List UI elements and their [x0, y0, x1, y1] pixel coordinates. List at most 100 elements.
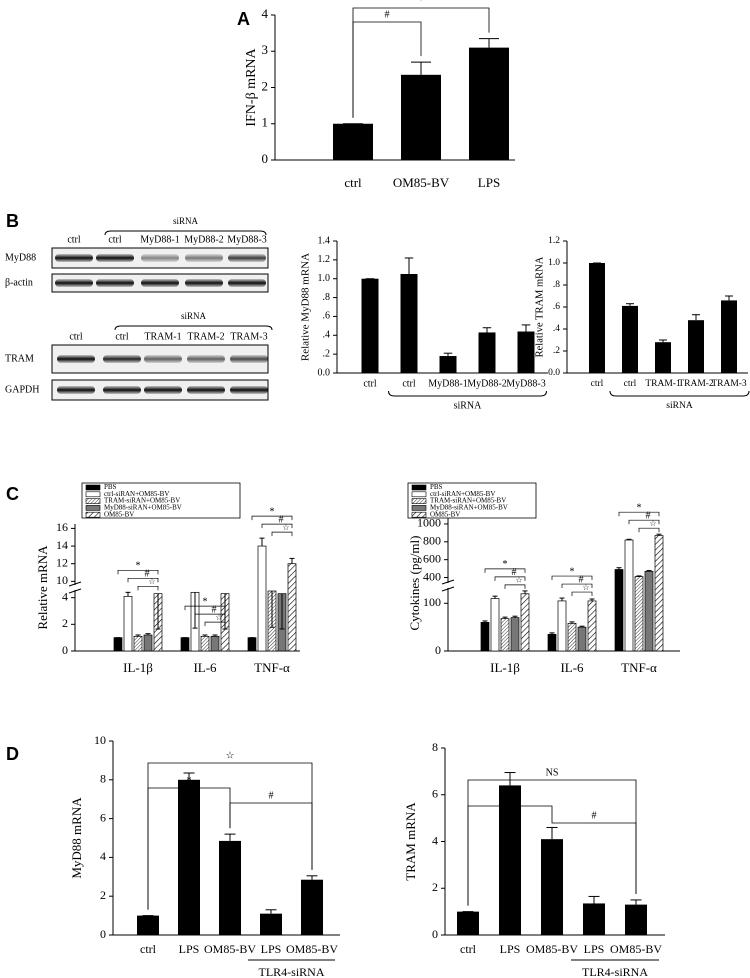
bar [333, 123, 373, 160]
panel-letter: A [237, 9, 250, 29]
blot-band [57, 355, 95, 363]
bar [634, 576, 644, 652]
significance-label: * [503, 559, 508, 570]
significance-bracket [551, 575, 593, 581]
lane-label: MyD88-3 [227, 234, 266, 245]
blot-band [55, 254, 93, 262]
bar [541, 839, 563, 935]
y-tick-label: 0.0 [318, 367, 331, 378]
blot-row-label: MyD88 [5, 252, 36, 263]
x-tick-label: TRAM-1 [645, 379, 681, 389]
y-axis-label: Relative TRAM mRNA [534, 256, 545, 357]
legend-label: TRAM-siRAN+OM85-BV [430, 497, 506, 505]
significance-label: NS [546, 767, 559, 778]
y-tick-label: 1.2 [318, 254, 331, 265]
bar [655, 342, 671, 373]
bar [587, 600, 597, 652]
x-tick-label: MyD88-2 [467, 378, 506, 389]
bar [219, 840, 241, 935]
y-tick-label: .6 [553, 302, 560, 312]
significance-bracket [618, 511, 660, 517]
lane-label: ctrl [115, 331, 129, 342]
significance-label: * [419, 0, 424, 6]
bar [257, 545, 267, 652]
blot-band [96, 254, 134, 262]
lane-label: ctrl [108, 234, 122, 245]
x-tick-label: ctrl [344, 175, 362, 190]
bar [557, 600, 567, 652]
bar [721, 300, 737, 373]
bar [123, 595, 133, 652]
y-tick-label: .4 [553, 324, 560, 334]
significance-label: # [592, 810, 597, 821]
y-tick-label: 10 [94, 733, 106, 747]
blot-band [144, 355, 182, 363]
y-tick-label: .2 [323, 348, 331, 359]
bar [143, 634, 153, 652]
panel-letter: C [6, 484, 19, 504]
legend-swatch [411, 505, 427, 511]
y-tick-label: 2 [100, 888, 106, 902]
significance-label: # [212, 604, 217, 615]
significance-bracket [251, 515, 293, 521]
legend-swatch [85, 511, 101, 518]
y-tick-label: .8 [323, 292, 331, 303]
y-tick-label: 0 [435, 643, 441, 657]
significance-label: ☆ [282, 523, 289, 532]
bar [577, 626, 587, 652]
y-tick-label: 10 [56, 573, 68, 587]
significance-label: ☆ [226, 750, 235, 761]
x-tick-label: IL-1β [490, 660, 520, 675]
bar [624, 539, 634, 652]
significance-bracket [194, 613, 226, 619]
legend-label: PBS [430, 483, 443, 491]
group-label: TLR4-siRNA [259, 965, 325, 978]
blot-band [144, 386, 182, 394]
bar [622, 305, 638, 373]
significance-label: # [145, 569, 150, 580]
y-tick-label: 1 [262, 115, 269, 130]
legend-label: PBS [104, 483, 117, 491]
y-tick-label: 16 [56, 520, 68, 534]
bar [490, 598, 500, 652]
y-tick-label: 1.4 [318, 235, 331, 246]
y-tick-label: 1.0 [318, 273, 331, 284]
y-tick-label: 2 [262, 78, 269, 93]
y-tick-label: 100 [423, 595, 441, 609]
y-tick-label: 0 [62, 643, 68, 657]
bar [583, 903, 605, 935]
blot-band [187, 386, 225, 394]
x-tick-label: ctrl [363, 378, 377, 389]
blot-band [57, 386, 95, 394]
bar [439, 356, 457, 373]
bar [210, 635, 220, 652]
significance-label: * [187, 775, 192, 786]
legend-label: TRAM-siRAN+OM85-BV [104, 497, 180, 505]
blot-band [185, 254, 223, 262]
significance-bracket [261, 523, 293, 529]
y-tick-label: 4 [262, 6, 269, 21]
blot-group-label: siRNA [181, 311, 207, 321]
y-axis-label: Relative mRNA [35, 545, 50, 630]
y-tick-label: 600 [423, 551, 441, 565]
legend-label: ctrl-siRAN+OM85-BV [430, 490, 495, 498]
legend-swatch [85, 484, 101, 491]
y-tick-label: .4 [323, 330, 331, 341]
y-tick-label: 400 [423, 569, 441, 583]
x-tick-label: IL-1β [123, 660, 153, 675]
legend-swatch [85, 505, 101, 511]
y-tick-label: 800 [423, 534, 441, 548]
significance-bracket [638, 527, 660, 533]
significance-bracket [484, 568, 526, 573]
bar [654, 535, 664, 652]
significance-bracket [184, 605, 226, 611]
lane-label: TRAM-2 [187, 331, 224, 342]
y-tick-label: 6 [432, 787, 438, 801]
bar [260, 913, 282, 935]
x-tick-label: IL-6 [560, 660, 584, 675]
bar [547, 633, 557, 652]
blot-band [103, 386, 141, 394]
panel-letter: D [6, 744, 19, 764]
lane-label: TRAM-1 [144, 331, 181, 342]
significance-label: # [269, 790, 274, 801]
